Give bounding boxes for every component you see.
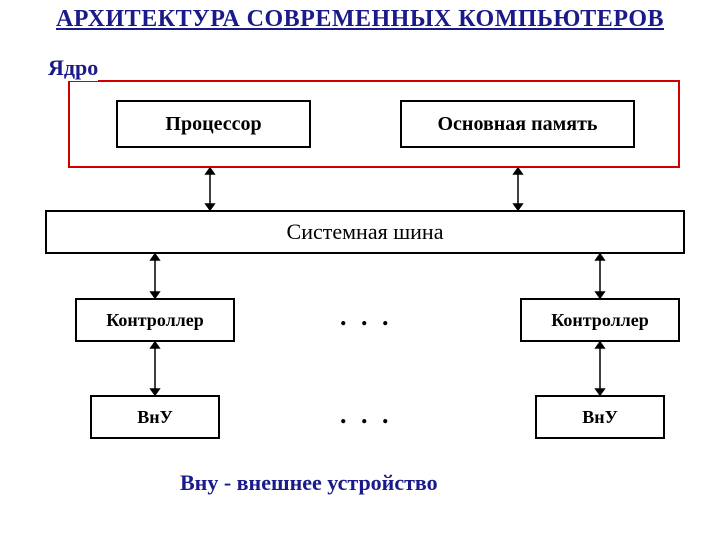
core-box	[68, 80, 680, 168]
core-label: Ядро	[48, 55, 98, 81]
